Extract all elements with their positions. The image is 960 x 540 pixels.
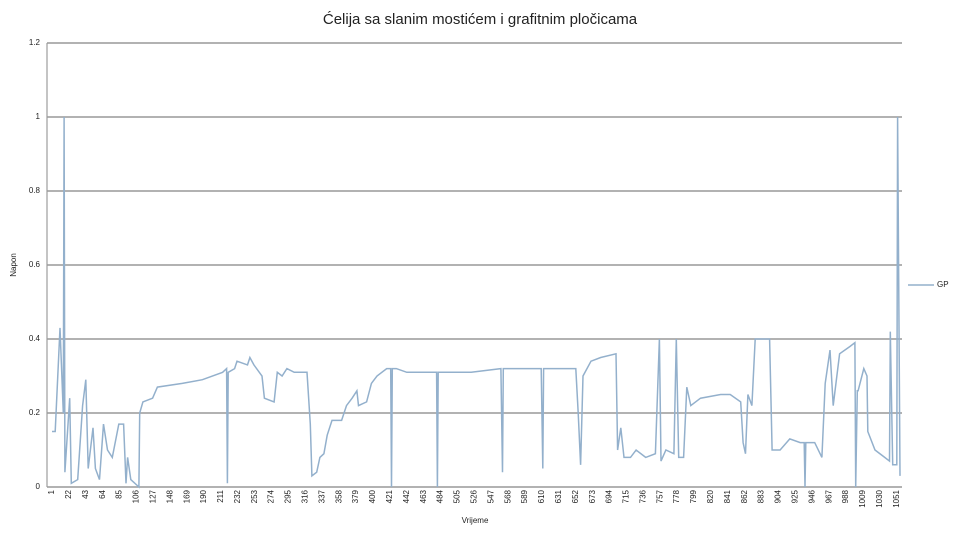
x-tick-label: 169	[182, 489, 191, 503]
x-tick-label: 715	[622, 489, 631, 503]
x-tick-label: 295	[284, 489, 293, 503]
x-tick-label: 904	[774, 489, 783, 503]
x-tick-label: 316	[301, 489, 310, 503]
x-tick-label: 22	[64, 489, 73, 498]
y-tick-label: 0.2	[29, 408, 41, 417]
x-tick-label: 778	[672, 489, 681, 503]
x-tick-label: 988	[841, 489, 850, 503]
x-tick-label: 841	[723, 489, 732, 503]
x-tick-label: 379	[351, 489, 360, 503]
x-tick-label: 337	[317, 489, 326, 503]
x-tick-label: 484	[436, 489, 445, 503]
data-line	[52, 116, 901, 489]
y-tick-label: 0.4	[29, 334, 41, 343]
y-tick-label: 0	[36, 482, 41, 491]
x-tick-label: 652	[571, 489, 580, 503]
y-axis-label: Napon	[9, 253, 18, 277]
x-axis-label: Vrijeme	[462, 516, 489, 525]
x-tick-label: 106	[132, 489, 141, 503]
x-tick-label: 757	[655, 489, 664, 503]
x-tick-label: 610	[537, 489, 546, 503]
x-tick-label: 547	[486, 489, 495, 503]
y-tick-label: 1.2	[29, 38, 41, 47]
x-tick-label: 736	[638, 489, 647, 503]
y-tick-label: 0.8	[29, 186, 41, 195]
x-tick-label: 694	[605, 489, 614, 503]
y-tick-label: 1	[36, 112, 41, 121]
x-tick-label: 64	[98, 489, 107, 498]
x-tick-label: 883	[757, 489, 766, 503]
x-tick-label: 400	[368, 489, 377, 503]
x-tick-label: 967	[824, 489, 833, 503]
x-tick-label: 1	[47, 489, 56, 494]
x-tick-label: 421	[385, 489, 394, 503]
x-tick-label: 505	[453, 489, 462, 503]
legend-label: GP	[937, 280, 949, 289]
x-tick-label: 1009	[858, 489, 867, 507]
x-tick-label: 820	[706, 489, 715, 503]
x-tick-label: 190	[199, 489, 208, 503]
x-tick-label: 148	[165, 489, 174, 503]
x-tick-label: 211	[216, 489, 225, 502]
chart-title: Ćelija sa slanim mostićem i grafitnim pl…	[323, 11, 638, 28]
x-tick-label: 568	[503, 489, 512, 503]
x-tick-label: 631	[554, 489, 563, 503]
x-tick-label: 442	[402, 489, 411, 503]
x-tick-label: 232	[233, 489, 242, 503]
x-tick-label: 925	[790, 489, 799, 503]
x-tick-label: 274	[267, 489, 276, 503]
x-tick-label: 946	[807, 489, 816, 503]
x-tick-label: 358	[334, 489, 343, 503]
x-tick-label: 127	[148, 489, 157, 503]
x-tick-label: 862	[740, 489, 749, 503]
y-tick-label: 0.6	[29, 260, 41, 269]
x-tick-label: 253	[250, 489, 259, 503]
x-tick-label: 1030	[875, 489, 884, 507]
x-tick-label: 85	[115, 489, 124, 498]
x-tick-label: 463	[419, 489, 428, 503]
x-tick-label: 43	[81, 489, 90, 498]
x-tick-label: 526	[469, 489, 478, 503]
x-tick-label: 1051	[892, 489, 901, 507]
x-tick-label: 589	[520, 489, 529, 503]
x-tick-label: 799	[689, 489, 698, 503]
x-tick-label: 673	[588, 489, 597, 503]
